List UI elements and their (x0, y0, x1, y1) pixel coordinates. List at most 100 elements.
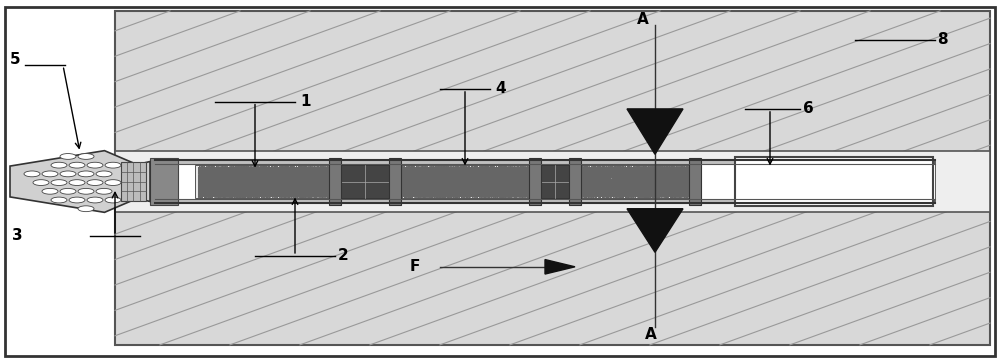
Point (614, 189, 630, 195)
Point (679, 187, 695, 193)
Point (434, 171, 450, 176)
Point (442, 166, 458, 172)
Point (391, 168, 407, 174)
Point (281, 176, 297, 182)
Point (487, 183, 503, 189)
Point (410, 167, 426, 172)
Point (442, 184, 458, 190)
Point (684, 173, 700, 179)
Point (502, 164, 518, 170)
Point (293, 176, 309, 182)
Point (470, 185, 486, 191)
Point (592, 165, 608, 171)
Point (640, 174, 656, 180)
Point (461, 165, 477, 171)
Point (604, 187, 620, 193)
Point (582, 175, 598, 180)
Point (507, 175, 523, 180)
Point (272, 192, 288, 197)
Point (634, 175, 650, 181)
Point (626, 164, 642, 170)
Point (627, 186, 643, 192)
Point (499, 170, 515, 176)
Point (669, 192, 685, 197)
Point (281, 188, 297, 194)
Point (222, 183, 238, 188)
Point (414, 172, 430, 178)
Point (209, 185, 225, 191)
Point (512, 166, 528, 172)
Point (584, 165, 600, 171)
Point (240, 167, 256, 173)
Point (519, 187, 535, 193)
Point (283, 186, 299, 192)
Point (266, 182, 282, 188)
Point (611, 173, 627, 179)
Point (214, 182, 230, 188)
Point (323, 186, 339, 192)
Point (204, 164, 220, 170)
Point (484, 191, 500, 197)
Point (295, 180, 311, 185)
Point (656, 176, 672, 182)
Point (317, 167, 333, 173)
Point (298, 181, 314, 187)
Point (515, 164, 531, 170)
Point (446, 170, 462, 175)
Point (222, 179, 238, 185)
Point (205, 168, 221, 174)
Point (255, 184, 271, 189)
Point (250, 184, 266, 190)
Point (296, 190, 312, 196)
Point (643, 171, 659, 176)
Point (482, 185, 498, 191)
Point (579, 178, 595, 184)
Point (662, 193, 678, 199)
Point (222, 189, 238, 195)
Point (279, 175, 295, 181)
Point (497, 165, 513, 171)
Point (433, 180, 449, 186)
Point (616, 174, 632, 179)
Point (476, 177, 492, 183)
Point (199, 186, 215, 192)
Point (632, 171, 648, 176)
Point (460, 179, 476, 185)
Point (636, 171, 652, 176)
Point (294, 186, 310, 192)
Point (587, 169, 603, 175)
Point (494, 180, 510, 186)
Point (461, 180, 477, 186)
Point (602, 174, 618, 179)
Point (609, 183, 625, 188)
Point (227, 174, 243, 179)
Point (467, 183, 483, 188)
Point (463, 188, 479, 194)
Point (596, 180, 612, 186)
Point (672, 174, 688, 180)
Point (485, 191, 501, 196)
Point (664, 191, 680, 197)
Point (192, 168, 208, 174)
Point (660, 193, 676, 199)
Point (450, 189, 466, 195)
Point (311, 182, 327, 188)
Point (229, 170, 245, 176)
Point (396, 183, 412, 189)
Point (313, 167, 329, 172)
Point (227, 192, 243, 198)
Point (642, 193, 658, 199)
Point (582, 165, 598, 171)
Point (318, 188, 334, 194)
Point (623, 167, 639, 172)
Point (523, 165, 539, 171)
Point (277, 187, 293, 193)
Point (414, 189, 430, 195)
Point (616, 167, 632, 173)
Point (615, 167, 631, 173)
Point (216, 165, 232, 171)
Point (280, 172, 296, 178)
Point (400, 193, 416, 199)
Point (458, 177, 474, 183)
Point (288, 186, 304, 192)
